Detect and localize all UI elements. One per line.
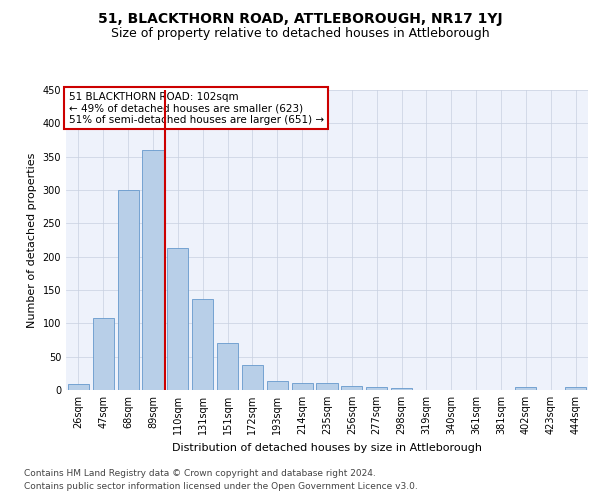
Bar bbox=[316, 384, 338, 390]
Bar bbox=[267, 382, 288, 390]
Text: Contains public sector information licensed under the Open Government Licence v3: Contains public sector information licen… bbox=[24, 482, 418, 491]
X-axis label: Distribution of detached houses by size in Attleborough: Distribution of detached houses by size … bbox=[172, 442, 482, 452]
Bar bbox=[93, 318, 114, 390]
Bar bbox=[366, 386, 387, 390]
Text: 51 BLACKTHORN ROAD: 102sqm
← 49% of detached houses are smaller (623)
51% of sem: 51 BLACKTHORN ROAD: 102sqm ← 49% of deta… bbox=[68, 92, 324, 124]
Bar bbox=[118, 190, 139, 390]
Text: Contains HM Land Registry data © Crown copyright and database right 2024.: Contains HM Land Registry data © Crown c… bbox=[24, 468, 376, 477]
Bar bbox=[217, 344, 238, 390]
Bar bbox=[341, 386, 362, 390]
Bar bbox=[68, 384, 89, 390]
Bar bbox=[167, 248, 188, 390]
Bar bbox=[192, 300, 213, 390]
Bar bbox=[565, 388, 586, 390]
Y-axis label: Number of detached properties: Number of detached properties bbox=[27, 152, 37, 328]
Text: 51, BLACKTHORN ROAD, ATTLEBOROUGH, NR17 1YJ: 51, BLACKTHORN ROAD, ATTLEBOROUGH, NR17 … bbox=[98, 12, 502, 26]
Bar bbox=[391, 388, 412, 390]
Text: Size of property relative to detached houses in Attleborough: Size of property relative to detached ho… bbox=[110, 28, 490, 40]
Bar bbox=[242, 364, 263, 390]
Bar bbox=[292, 382, 313, 390]
Bar bbox=[515, 388, 536, 390]
Bar bbox=[142, 150, 164, 390]
